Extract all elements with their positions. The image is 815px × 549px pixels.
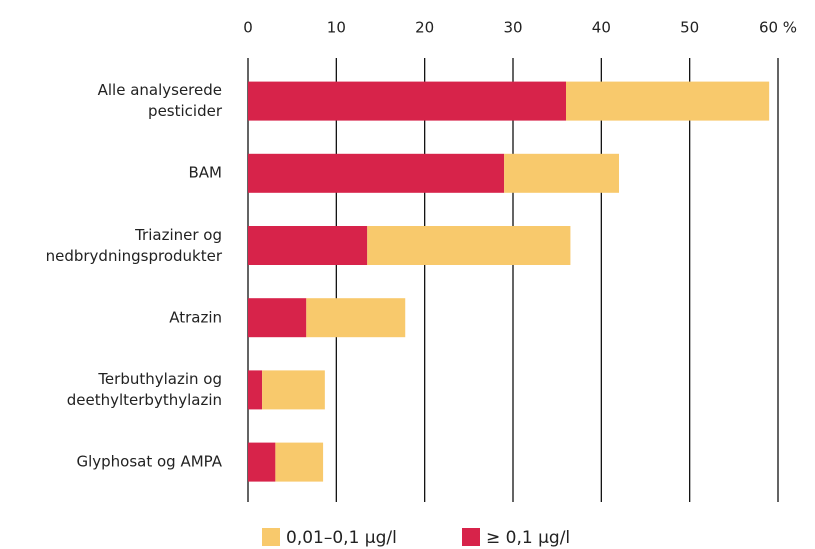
x-tick-label: 50 (680, 19, 699, 37)
y-tick-label: BAM (188, 163, 223, 182)
legend-swatch (262, 528, 280, 546)
y-tick-label: Terbuthylazin og deethylterbythylazin (66, 369, 222, 409)
x-tick-label: 0 (243, 19, 253, 37)
bar (504, 153, 619, 193)
bar (367, 226, 571, 265)
y-tick-label: Glyphosat og AMPA (76, 452, 222, 471)
x-tick-label: 60 % (759, 19, 797, 37)
x-tick-label: 40 (592, 19, 611, 37)
bar (306, 298, 406, 338)
x-tick-label: 10 (327, 19, 346, 37)
bar (248, 298, 307, 338)
y-tick-label: Alle analyserede pesticider (97, 81, 222, 121)
bar (248, 226, 368, 265)
bar (248, 81, 566, 121)
x-tick-label: 30 (503, 19, 522, 37)
bar (262, 370, 325, 410)
bar (566, 81, 770, 121)
y-tick-label: Atrazin (169, 308, 222, 327)
legend-label: ≥ 0,1 µg/l (486, 528, 570, 548)
legend-swatch (462, 528, 480, 546)
y-tick-label: Triaziner og nedbrydningsprodukter (45, 225, 222, 265)
bar (248, 370, 263, 410)
bar (275, 442, 324, 482)
bar (248, 442, 276, 482)
x-tick-label: 20 (415, 19, 434, 37)
legend-label: 0,01–0,1 µg/l (286, 528, 397, 548)
bar (248, 153, 505, 193)
